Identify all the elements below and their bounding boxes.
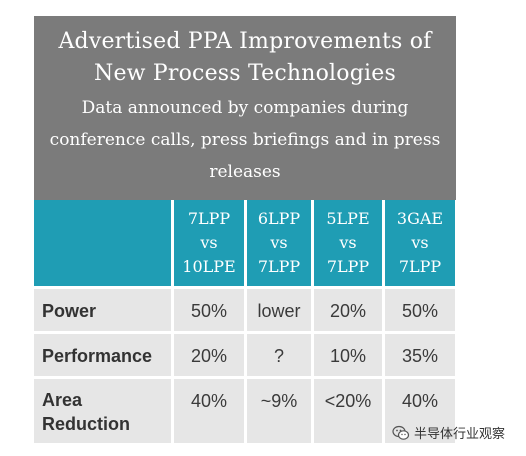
column-header: 7LPP vs 10LPE — [174, 200, 244, 286]
table-cell: lower — [247, 289, 311, 331]
watermark-text: 半导体行业观察 — [414, 427, 506, 442]
column-header-line: 7LPP — [326, 257, 370, 276]
header-corner — [34, 200, 171, 286]
table-cell: <20% — [314, 379, 382, 443]
table-cell: 20% — [314, 289, 382, 331]
column-header-line: 5LPE — [326, 209, 370, 228]
column-header: 3GAE vs 7LPP — [385, 200, 455, 286]
column-header-line: vs — [270, 233, 288, 252]
table-row: Area Reduction 40% ~9% <20% 40% — [34, 379, 455, 443]
table-subtitle: Data announced by companies during confe… — [49, 98, 441, 182]
table-cell: 20% — [174, 334, 244, 376]
column-header-line: 7LPP — [257, 257, 301, 276]
watermark: 半导体行业观察 — [392, 423, 505, 442]
column-header: 5LPE vs 7LPP — [314, 200, 382, 286]
column-header-line: 3GAE — [396, 209, 444, 228]
title-block: Advertised PPA Improvements of New Proce… — [34, 16, 456, 200]
column-header-line: vs — [200, 233, 218, 252]
table-title: Advertised PPA Improvements of New Proce… — [58, 29, 432, 86]
table-cell: 10% — [314, 334, 382, 376]
table-cell: ~9% — [247, 379, 311, 443]
header-row: 7LPP vs 10LPE 6LPP vs 7LPP 5LPE vs 7LPP … — [34, 200, 455, 286]
row-label: Performance — [34, 334, 171, 376]
column-header-line: vs — [411, 233, 429, 252]
column-header-line: vs — [339, 233, 357, 252]
table-row: Power 50% lower 20% 50% — [34, 289, 455, 331]
table-cell: 40% — [174, 379, 244, 443]
table-row: Performance 20% ? 10% 35% — [34, 334, 455, 376]
table-cell: 40% — [385, 379, 455, 443]
table-cell: 35% — [385, 334, 455, 376]
table-cell: 50% — [385, 289, 455, 331]
column-header-line: 6LPP — [257, 209, 301, 228]
wechat-icon — [392, 424, 410, 442]
row-label: Area Reduction — [34, 379, 171, 443]
column-header-line: 7LPP — [398, 257, 442, 276]
table-cell: ? — [247, 334, 311, 376]
ppa-table-card: Advertised PPA Improvements of New Proce… — [34, 16, 456, 448]
table-cell: 50% — [174, 289, 244, 331]
row-label: Power — [34, 289, 171, 331]
column-header-line: 10LPE — [182, 257, 236, 276]
ppa-table: 7LPP vs 10LPE 6LPP vs 7LPP 5LPE vs 7LPP … — [31, 197, 458, 446]
column-header-line: 7LPP — [187, 209, 231, 228]
column-header: 6LPP vs 7LPP — [247, 200, 311, 286]
